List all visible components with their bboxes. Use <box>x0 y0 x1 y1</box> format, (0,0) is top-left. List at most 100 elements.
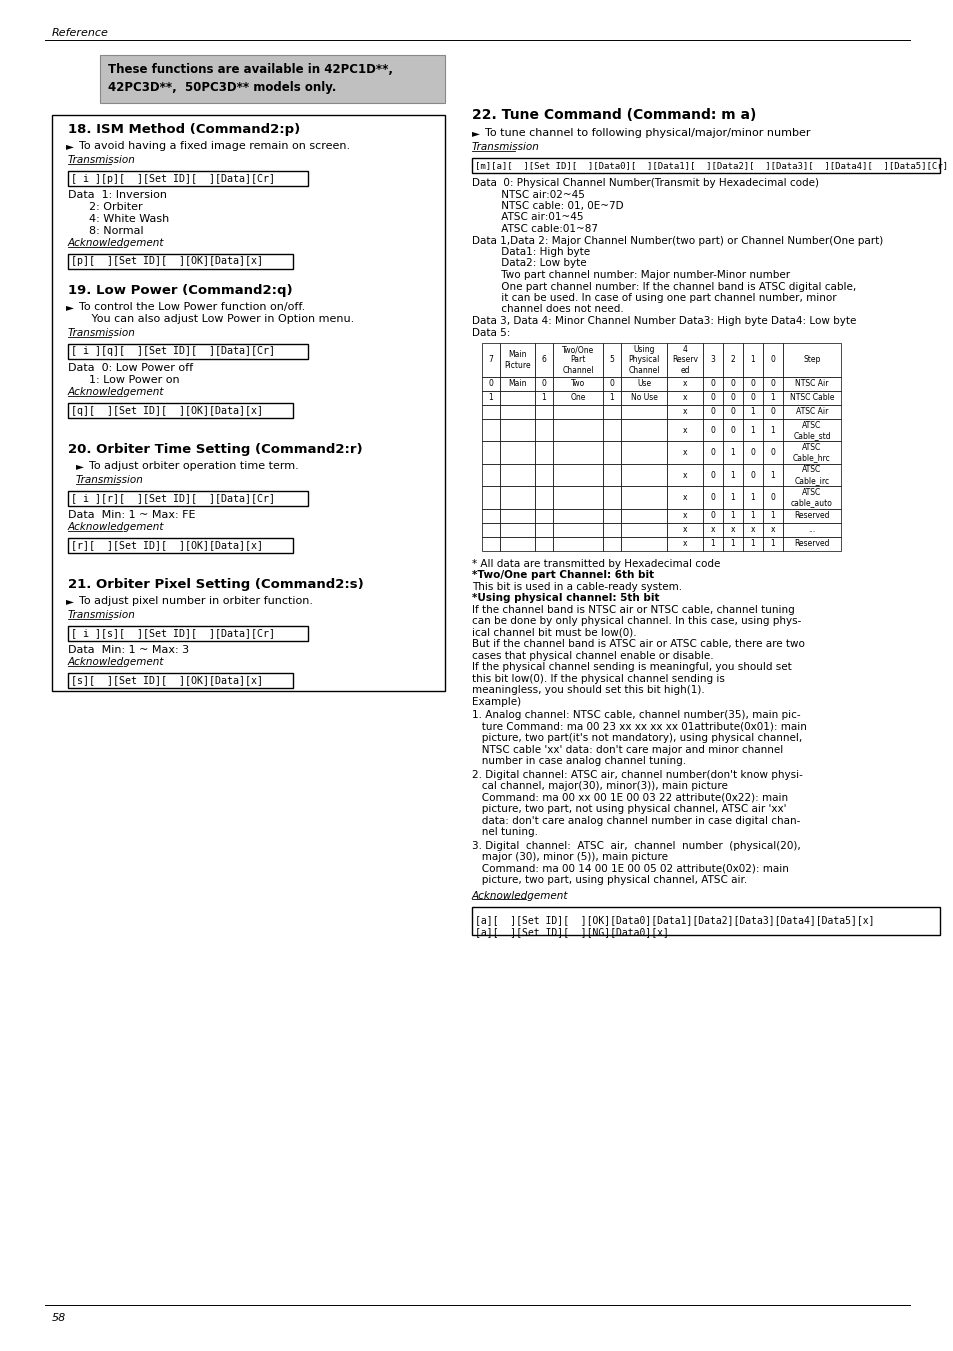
Bar <box>68 403 293 417</box>
Text: x: x <box>682 426 686 435</box>
Bar <box>782 442 841 463</box>
Text: ATSC
Cable_hrc: ATSC Cable_hrc <box>792 443 830 462</box>
Text: 1: 1 <box>770 511 775 520</box>
Bar <box>742 419 762 442</box>
Bar <box>535 486 553 508</box>
Bar <box>702 405 722 419</box>
Bar <box>481 343 499 377</box>
Text: 0: 0 <box>770 380 775 389</box>
Text: Main: Main <box>508 380 526 389</box>
Text: x: x <box>682 393 686 403</box>
Bar <box>68 345 308 359</box>
Bar <box>553 343 602 377</box>
Bar <box>68 626 308 640</box>
Text: Acknowledgement: Acknowledgement <box>68 238 164 249</box>
Text: To avoid having a fixed image remain on screen.: To avoid having a fixed image remain on … <box>79 141 350 151</box>
Bar <box>742 536 762 551</box>
Text: Reserved: Reserved <box>794 511 829 520</box>
Text: 1: Low Power on: 1: Low Power on <box>68 376 179 385</box>
Bar <box>602 486 620 508</box>
Bar <box>535 523 553 536</box>
Bar <box>553 536 602 551</box>
Text: x: x <box>682 539 686 549</box>
Text: [r][  ][Set ID][  ][OK][Data][x]: [r][ ][Set ID][ ][OK][Data][x] <box>71 540 263 550</box>
Text: [ i ][p][  ][Set ID][  ][Data][Cr]: [ i ][p][ ][Set ID][ ][Data][Cr] <box>71 173 274 184</box>
Bar <box>782 343 841 377</box>
Bar <box>620 508 666 523</box>
Bar <box>535 405 553 419</box>
Bar <box>553 419 602 442</box>
Text: ►: ► <box>472 128 479 138</box>
Text: Transmission: Transmission <box>68 155 135 165</box>
Text: 0: 0 <box>730 408 735 416</box>
Text: ►: ► <box>66 303 74 312</box>
Text: number in case analog channel tuning.: number in case analog channel tuning. <box>472 757 685 766</box>
Text: 1: 1 <box>750 355 755 365</box>
Text: can be done by only physical channel. In this case, using phys-: can be done by only physical channel. In… <box>472 616 801 626</box>
Text: To adjust pixel number in orbiter function.: To adjust pixel number in orbiter functi… <box>79 596 313 607</box>
Text: To control the Low Power function on/off.: To control the Low Power function on/off… <box>79 303 305 312</box>
Text: 4
Reserv
ed: 4 Reserv ed <box>671 345 698 374</box>
Text: Data2: Low byte: Data2: Low byte <box>472 258 586 269</box>
Text: [m][a][  ][Set ID][  ][Data0][  ][Data1][  ][Data2][  ][Data3][  ][Data4][  ][Da: [m][a][ ][Set ID][ ][Data0][ ][Data1][ ]… <box>475 161 947 170</box>
Bar <box>702 419 722 442</box>
Text: data: don't care analog channel number in case digital chan-: data: don't care analog channel number i… <box>472 816 800 825</box>
Bar <box>100 55 444 103</box>
Text: NTSC air:02~45: NTSC air:02~45 <box>472 189 584 200</box>
Text: [p][  ][Set ID][  ][OK][Data][x]: [p][ ][Set ID][ ][OK][Data][x] <box>71 257 263 266</box>
Bar <box>535 377 553 390</box>
Text: This bit is used in a cable-ready system.: This bit is used in a cable-ready system… <box>472 581 681 592</box>
Bar <box>762 442 782 463</box>
Text: 1: 1 <box>730 493 735 503</box>
Bar <box>620 442 666 463</box>
Bar <box>742 442 762 463</box>
Bar <box>762 523 782 536</box>
Bar <box>535 463 553 486</box>
Text: Data 3, Data 4: Minor Channel Number Data3: High byte Data4: Low byte: Data 3, Data 4: Minor Channel Number Dat… <box>472 316 856 326</box>
Text: One part channel number: If the channel band is ATSC digital cable,: One part channel number: If the channel … <box>472 281 856 292</box>
Bar <box>762 390 782 405</box>
Text: [ i ][q][  ][Set ID][  ][Data][Cr]: [ i ][q][ ][Set ID][ ][Data][Cr] <box>71 346 274 357</box>
Text: NTSC cable: 01, 0E~7D: NTSC cable: 01, 0E~7D <box>472 201 623 211</box>
Bar <box>722 343 742 377</box>
Text: You can also adjust Low Power in Option menu.: You can also adjust Low Power in Option … <box>81 313 354 324</box>
Bar <box>602 419 620 442</box>
Bar <box>762 536 782 551</box>
Text: 1: 1 <box>730 511 735 520</box>
Text: x: x <box>682 380 686 389</box>
Bar <box>602 508 620 523</box>
Text: 0: 0 <box>710 470 715 480</box>
Text: 20. Orbiter Time Setting (Command2:r): 20. Orbiter Time Setting (Command2:r) <box>68 443 362 457</box>
Text: 1: 1 <box>750 426 755 435</box>
Text: x: x <box>682 408 686 416</box>
Bar <box>481 486 499 508</box>
Text: 0: 0 <box>770 449 775 457</box>
Text: 1: 1 <box>609 393 614 403</box>
Bar <box>702 536 722 551</box>
Text: Using
Physical
Channel: Using Physical Channel <box>628 345 659 374</box>
Text: nel tuning.: nel tuning. <box>472 827 537 838</box>
Bar <box>620 390 666 405</box>
Text: If the physical channel sending is meaningful, you should set: If the physical channel sending is meani… <box>472 662 791 671</box>
Text: 58: 58 <box>52 1313 66 1323</box>
Bar <box>762 405 782 419</box>
Bar <box>722 390 742 405</box>
Bar <box>702 508 722 523</box>
Text: [ i ][r][  ][Set ID][  ][Data][Cr]: [ i ][r][ ][Set ID][ ][Data][Cr] <box>71 493 274 504</box>
Text: NTSC Air: NTSC Air <box>795 380 828 389</box>
Bar <box>742 405 762 419</box>
Bar <box>702 486 722 508</box>
Text: 1: 1 <box>541 393 546 403</box>
Text: Use: Use <box>637 380 650 389</box>
Bar <box>481 442 499 463</box>
Text: 0: 0 <box>770 408 775 416</box>
Text: 4: White Wash: 4: White Wash <box>68 213 169 224</box>
Bar <box>553 405 602 419</box>
Bar <box>782 508 841 523</box>
Bar <box>481 377 499 390</box>
Text: 42PC3D**,  50PC3D** models only.: 42PC3D**, 50PC3D** models only. <box>108 81 336 95</box>
Text: 8: Normal: 8: Normal <box>68 226 144 236</box>
Text: One: One <box>570 393 585 403</box>
Bar <box>722 442 742 463</box>
Bar <box>722 463 742 486</box>
